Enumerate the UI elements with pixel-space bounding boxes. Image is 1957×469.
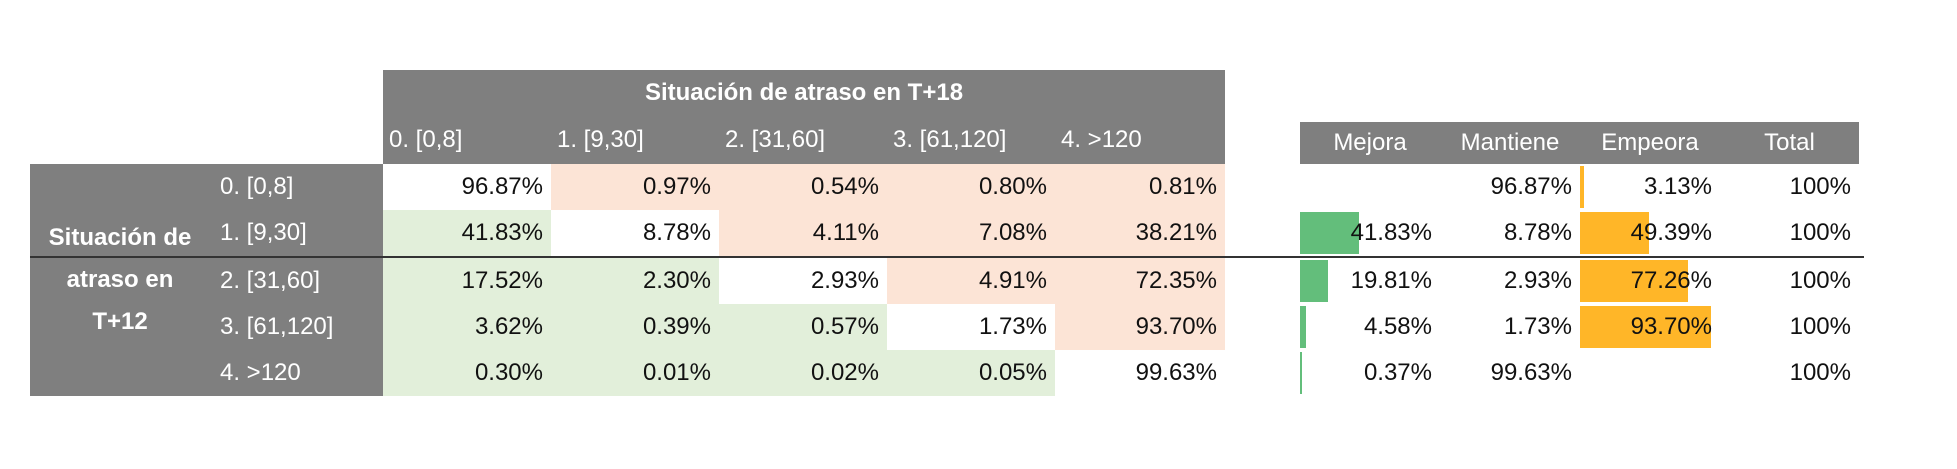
matrix-cell: 38.21% bbox=[1055, 210, 1225, 256]
summary-value-mantiene: 99.63% bbox=[1490, 359, 1572, 386]
matrix-cell: 2.93% bbox=[719, 258, 887, 304]
matrix-cell: 0.39% bbox=[551, 304, 719, 350]
matrix-cell: 0.01% bbox=[551, 350, 719, 396]
summary-cell-total: 100% bbox=[1720, 304, 1859, 350]
summary-cell-mantiene: 8.78% bbox=[1440, 210, 1580, 256]
summary-cell-mantiene: 2.93% bbox=[1440, 258, 1580, 304]
summary-cell-total: 100% bbox=[1720, 210, 1859, 256]
summary-value-mejora: 19.81% bbox=[1350, 267, 1432, 294]
summary-header-empeora: Empeora bbox=[1601, 129, 1699, 156]
summary-header-mejora: Mejora bbox=[1333, 129, 1407, 156]
matrix-title: Situación de atraso en T+18 bbox=[644, 79, 964, 106]
summary-value-mejora: 4.58% bbox=[1363, 313, 1432, 340]
matrix-cell: 0.57% bbox=[719, 304, 887, 350]
divider-line bbox=[30, 256, 1864, 258]
summary-bar-empeora bbox=[1580, 212, 1649, 254]
row-label-4: 4. >120 bbox=[220, 359, 301, 386]
matrix-cell: 4.11% bbox=[719, 210, 887, 256]
summary-value-total: 100% bbox=[1789, 267, 1851, 294]
summary-cell-mantiene: 1.73% bbox=[1440, 304, 1580, 350]
matrix-cell: 96.87% bbox=[383, 164, 551, 210]
summary-value-mantiene: 2.93% bbox=[1503, 267, 1572, 294]
summary-cell-empeora: 77.26% bbox=[1580, 258, 1720, 304]
summary-value-empeora: 77.26% bbox=[1630, 267, 1712, 294]
matrix-cell: 0.30% bbox=[383, 350, 551, 396]
summary-value-mejora: 41.83% bbox=[1350, 219, 1432, 246]
matrix-cell: 4.91% bbox=[887, 258, 1055, 304]
row-group-label-line-3: T+12 bbox=[92, 308, 148, 335]
summary-bar-mejora bbox=[1300, 352, 1302, 394]
summary-cell-mejora: 0.37% bbox=[1300, 350, 1440, 396]
summary-cell-mejora bbox=[1300, 164, 1440, 210]
summary-bar-mejora bbox=[1300, 212, 1359, 254]
summary-value-total: 100% bbox=[1789, 359, 1851, 386]
summary-bar-mejora bbox=[1300, 260, 1328, 302]
matrix-cell: 17.52% bbox=[383, 258, 551, 304]
row-label-2: 2. [31,60] bbox=[220, 267, 321, 294]
summary-value-mejora: 0.37% bbox=[1363, 359, 1432, 386]
matrix-cell: 8.78% bbox=[551, 210, 719, 256]
matrix-cell: 1.73% bbox=[887, 304, 1055, 350]
matrix-cell: 0.81% bbox=[1055, 164, 1225, 210]
row-group-label: Situación de atraso en T+12 bbox=[30, 164, 210, 396]
summary-value-total: 100% bbox=[1789, 313, 1851, 340]
row-label-3: 3. [61,120] bbox=[220, 313, 334, 340]
summary-cell-total: 100% bbox=[1720, 350, 1859, 396]
summary-value-total: 100% bbox=[1789, 219, 1851, 246]
matrix-cell: 2.30% bbox=[551, 258, 719, 304]
row-label-0: 0. [0,8] bbox=[220, 173, 294, 200]
matrix-cell: 0.97% bbox=[551, 164, 719, 210]
summary-cell-mantiene: 96.87% bbox=[1440, 164, 1580, 210]
summary-cell-mejora: 4.58% bbox=[1300, 304, 1440, 350]
summary-cell-empeora: 93.70% bbox=[1580, 304, 1720, 350]
summary-header-block bbox=[1300, 122, 1859, 164]
matrix-cell: 0.54% bbox=[719, 164, 887, 210]
column-header-3: 3. [61,120] bbox=[893, 126, 1007, 153]
summary-bar-empeora bbox=[1580, 306, 1711, 348]
summary-bar-empeora bbox=[1580, 260, 1688, 302]
matrix-cell: 41.83% bbox=[383, 210, 551, 256]
matrix-cell: 0.05% bbox=[887, 350, 1055, 396]
summary-value-mantiene: 96.87% bbox=[1490, 173, 1572, 200]
summary-value-total: 100% bbox=[1789, 173, 1851, 200]
column-header-0: 0. [0,8] bbox=[389, 126, 463, 153]
summary-cell-total: 100% bbox=[1720, 258, 1859, 304]
summary-cell-empeora: 49.39% bbox=[1580, 210, 1720, 256]
summary-value-empeora: 93.70% bbox=[1630, 313, 1712, 340]
matrix-cell: 0.80% bbox=[887, 164, 1055, 210]
column-header-4: 4. >120 bbox=[1061, 126, 1142, 153]
matrix-cell: 72.35% bbox=[1055, 258, 1225, 304]
summary-bar-empeora bbox=[1580, 166, 1584, 208]
summary-cell-mejora: 41.83% bbox=[1300, 210, 1440, 256]
matrix-header-block bbox=[383, 70, 1225, 164]
row-label-1: 1. [9,30] bbox=[220, 219, 307, 246]
matrix-cell: 0.02% bbox=[719, 350, 887, 396]
summary-cell-empeora: 3.13% bbox=[1580, 164, 1720, 210]
matrix-cell: 99.63% bbox=[1055, 350, 1225, 396]
matrix-cell: 7.08% bbox=[887, 210, 1055, 256]
summary-bar-mejora bbox=[1300, 306, 1306, 348]
summary-cell-total: 100% bbox=[1720, 164, 1859, 210]
summary-value-mantiene: 1.73% bbox=[1503, 313, 1572, 340]
summary-cell-mantiene: 99.63% bbox=[1440, 350, 1580, 396]
summary-value-mantiene: 8.78% bbox=[1503, 219, 1572, 246]
matrix-cell: 93.70% bbox=[1055, 304, 1225, 350]
summary-header-mantiene: Mantiene bbox=[1460, 129, 1560, 156]
summary-cell-mejora: 19.81% bbox=[1300, 258, 1440, 304]
column-header-2: 2. [31,60] bbox=[725, 126, 826, 153]
summary-cell-empeora bbox=[1580, 350, 1720, 396]
summary-value-empeora: 49.39% bbox=[1630, 219, 1712, 246]
column-header-1: 1. [9,30] bbox=[557, 126, 644, 153]
summary-value-empeora: 3.13% bbox=[1643, 173, 1712, 200]
row-group-label-line-2: atraso en bbox=[66, 266, 174, 293]
matrix-cell: 3.62% bbox=[383, 304, 551, 350]
summary-header-total: Total bbox=[1764, 129, 1815, 156]
row-header-block bbox=[30, 164, 383, 396]
row-group-label-line-1: Situación de bbox=[48, 224, 192, 251]
